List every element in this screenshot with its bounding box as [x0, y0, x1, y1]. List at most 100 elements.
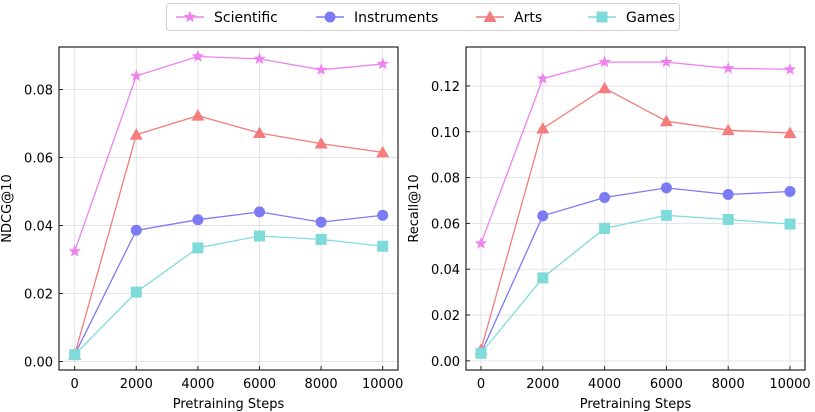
x-tick-label: 4000 [588, 377, 621, 392]
data-point [537, 272, 549, 284]
legend-marker-circle-icon [324, 11, 336, 23]
data-point [376, 145, 390, 158]
data-point [598, 81, 612, 94]
legend-entry-instruments: Instruments [316, 10, 438, 26]
data-point [660, 209, 672, 221]
data-point [314, 137, 328, 149]
x-tick-label: 2000 [526, 377, 559, 392]
data-point [253, 52, 266, 65]
series-line [74, 55, 383, 252]
x-tick-label: 8000 [305, 377, 338, 392]
x-axis-label: Pretraining Steps [173, 397, 285, 412]
data-point [475, 347, 487, 359]
data-point [130, 286, 142, 298]
data-point [254, 230, 265, 242]
data-point [254, 206, 265, 218]
data-point [721, 123, 735, 136]
data-point [130, 224, 142, 236]
x-axis-label: Pretraining Steps [580, 397, 692, 412]
y-tick-label: 0.08 [431, 172, 460, 187]
data-point [722, 213, 734, 225]
x-tick-label: 2000 [120, 377, 153, 392]
data-point [253, 126, 266, 139]
data-point [783, 62, 797, 75]
data-point [192, 242, 204, 254]
y-tick-label: 0.02 [24, 288, 53, 303]
legend: Scientific Instruments Arts Games [166, 3, 680, 31]
data-point [191, 50, 205, 62]
legend-label: Arts [514, 10, 542, 26]
y-tick-label: 0.02 [431, 309, 460, 324]
data-point [722, 61, 735, 74]
y-tick-label: 0.10 [431, 126, 460, 141]
data-point [784, 186, 796, 198]
data-point [536, 122, 550, 134]
data-point [659, 114, 673, 127]
data-point [130, 69, 143, 82]
legend-label: Games [626, 10, 675, 26]
x-tick-label: 10000 [769, 377, 810, 392]
data-point [191, 109, 205, 121]
data-point [722, 189, 734, 201]
axes-frame [465, 46, 806, 371]
data-point [376, 57, 389, 70]
data-point [536, 72, 549, 84]
legend-entry-scientific: Scientific [176, 10, 278, 26]
data-point [68, 244, 81, 257]
x-tick-label: 0 [71, 377, 79, 392]
x-tick-label: 0 [477, 377, 485, 392]
x-tick-label: 6000 [243, 377, 276, 392]
y-tick-label: 0.00 [24, 356, 53, 371]
legend-marker-square-icon [596, 11, 608, 23]
series-games [475, 209, 796, 359]
legend-entry-arts: Arts [476, 10, 542, 26]
series-instruments [475, 182, 796, 359]
series-games [69, 230, 389, 361]
y-tick-label: 0.08 [24, 84, 53, 99]
y-tick-label: 0.12 [431, 80, 460, 95]
legend-label: Instruments [354, 10, 438, 26]
data-point [783, 126, 797, 139]
data-point [784, 218, 796, 230]
data-point [129, 128, 143, 140]
series-line [74, 235, 383, 356]
y-axis-label: NDCG@10 [0, 174, 15, 242]
data-point [599, 222, 611, 234]
data-point [474, 237, 488, 249]
x-tick-label: 10000 [362, 377, 403, 392]
y-axis-label: Recall@10 [407, 174, 422, 242]
data-point [314, 63, 328, 75]
x-tick-label: 4000 [181, 377, 214, 392]
legend-marker-star-icon [183, 10, 197, 23]
series-line [480, 214, 791, 354]
series-scientific [68, 50, 389, 257]
x-tick-label: 6000 [650, 377, 683, 392]
data-point [192, 214, 204, 226]
data-point [315, 216, 327, 228]
panel-recall10: 0 2000 4000 6000 8000 10000 0.00 0.02 0.04 0.06 0.… [407, 46, 811, 412]
y-tick-label: 0.06 [24, 152, 53, 167]
series-line [480, 187, 791, 354]
series-arts [68, 109, 390, 360]
series-line [480, 61, 791, 244]
series-line [480, 87, 791, 350]
data-point [660, 182, 672, 194]
data-point [660, 55, 673, 68]
data-point [537, 210, 549, 222]
legend-frame [166, 3, 680, 31]
y-tick-label: 0.04 [431, 263, 460, 278]
data-point [377, 209, 389, 221]
y-tick-label: 0.06 [431, 217, 460, 232]
legend-label: Scientific [214, 10, 278, 26]
x-tick-label: 8000 [712, 377, 745, 392]
legend-entry-games: Games [588, 10, 675, 26]
legend-marker-triangle-icon [483, 10, 497, 22]
series-arts [474, 81, 797, 355]
series-line [74, 115, 383, 355]
data-point [69, 349, 81, 361]
series-instruments [69, 206, 389, 361]
panel-ndcg10: 0 2000 4000 6000 8000 10000 0.00 0.02 0.04 0.06 0.… [0, 46, 403, 412]
y-tick-label: 0.00 [431, 355, 460, 370]
data-point [598, 55, 611, 68]
series-scientific [474, 55, 797, 249]
